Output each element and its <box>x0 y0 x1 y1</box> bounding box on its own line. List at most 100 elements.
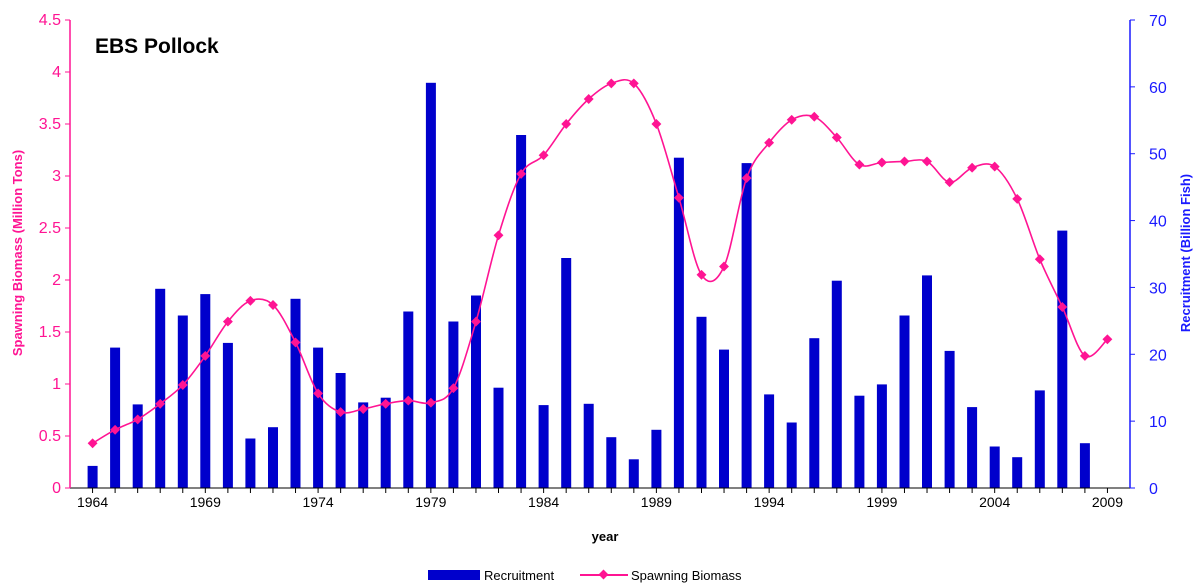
left-tick-label: 2.5 <box>39 220 61 237</box>
legend-recruitment-label: Recruitment <box>484 568 554 583</box>
x-tick-label: 1979 <box>415 494 446 510</box>
recruitment-bar <box>448 321 459 488</box>
axes <box>65 19 1135 493</box>
x-tick-label: 1974 <box>303 494 334 510</box>
spawning-biomass-point <box>335 407 346 418</box>
recruitment-bar <box>989 446 1000 488</box>
spawning-biomass-point <box>809 111 820 122</box>
recruitment-bar <box>876 384 887 488</box>
recruitment-bar <box>245 438 256 488</box>
recruitment-bar <box>786 422 797 488</box>
recruitment-bar <box>155 288 166 488</box>
recruitment-bar <box>200 294 211 488</box>
legend-spawning-biomass-label: Spawning Biomass <box>631 568 742 583</box>
x-tick-label: 2004 <box>979 494 1010 510</box>
x-tick-label: 1999 <box>866 494 897 510</box>
recruitment-bar <box>313 347 324 488</box>
x-tick-label: 2009 <box>1092 494 1123 510</box>
spawning-biomass-point <box>516 168 527 179</box>
spawning-biomass-point <box>719 261 729 272</box>
recruitment-bar <box>673 157 684 488</box>
recruitment-bar <box>87 465 98 488</box>
recruitment-bar <box>222 342 233 488</box>
recruitment-bar <box>493 387 504 488</box>
recruitment-bar <box>561 258 572 488</box>
tick-labels: 1964 1969 1974 1979 1984 1989 1994 1999 2004 2009… <box>39 12 1167 510</box>
x-tick-label: 1994 <box>754 494 785 510</box>
spawning-biomass-point <box>132 414 143 425</box>
x-tick-label: 1964 <box>77 494 108 510</box>
spawning-biomass-point <box>403 395 414 406</box>
spawning-biomass-point <box>989 161 1000 172</box>
spawning-biomass-point <box>651 119 662 129</box>
right-tick-label: 30 <box>1149 280 1167 297</box>
left-tick-label: 0 <box>52 480 61 497</box>
spawning-biomass-point <box>268 300 278 310</box>
right-tick-label: 40 <box>1149 214 1167 231</box>
left-axis-title: Spawning Biomass (Million Tons) <box>10 150 25 356</box>
spawning-biomass-point <box>673 192 684 203</box>
spawning-biomass-line <box>87 78 1113 449</box>
right-tick-label: 0 <box>1149 481 1158 498</box>
left-tick-label: 2 <box>52 272 61 289</box>
chart-title: EBS Pollock <box>95 35 219 58</box>
recruitment-bar <box>177 315 188 488</box>
recruitment-bar <box>335 373 346 488</box>
recruitment-bar <box>1079 443 1090 488</box>
spawning-biomass-point <box>448 383 459 394</box>
right-tick-label: 70 <box>1149 13 1167 30</box>
recruitment-bar <box>628 459 639 488</box>
spawning-biomass-point <box>358 404 369 414</box>
spawning-biomass-point <box>876 157 887 168</box>
recruitment-bar <box>380 397 391 488</box>
spawning-biomass-point <box>155 398 166 409</box>
recruitment-bar <box>268 427 278 488</box>
spawning-biomass-point <box>1057 302 1068 312</box>
recruitment-bar <box>1012 457 1023 488</box>
recruitment-bar <box>944 350 955 488</box>
recruitment-bar <box>719 349 729 488</box>
left-tick-label: 1 <box>52 376 61 393</box>
spawning-biomass-point <box>696 269 707 280</box>
spawning-biomass-point <box>831 132 842 143</box>
spawning-biomass-point <box>606 78 617 89</box>
left-tick-label: 0.5 <box>39 428 61 445</box>
spawning-biomass-point <box>313 388 324 399</box>
left-tick-label: 3.5 <box>39 116 61 133</box>
x-tick-label: 1984 <box>528 494 559 510</box>
spawning-biomass-point <box>290 337 301 348</box>
x-tick-label: 1989 <box>641 494 672 510</box>
legend: Recruitment Spawning Biomass <box>428 568 742 583</box>
spawning-biomass-point <box>177 380 188 390</box>
recruitment-bar <box>110 347 121 488</box>
spawning-biomass-point <box>1079 350 1090 361</box>
spawning-biomass-path <box>92 78 1108 444</box>
spawning-biomass-point <box>425 397 436 408</box>
recruitment-bar <box>899 315 910 488</box>
recruitment-bar <box>606 437 617 488</box>
recruitment-bar <box>290 298 301 488</box>
recruitment-bar <box>967 407 978 488</box>
recruitment-bar <box>471 295 481 488</box>
right-tick-label: 20 <box>1149 347 1167 364</box>
legend-recruitment-swatch <box>428 570 480 580</box>
left-tick-label: 3 <box>52 168 61 185</box>
right-tick-label: 50 <box>1149 147 1167 164</box>
right-tick-label: 60 <box>1149 80 1167 97</box>
left-tick-label: 1.5 <box>39 324 61 341</box>
spawning-biomass-point <box>899 156 910 167</box>
recruitment-bar <box>1034 390 1045 488</box>
right-axis-title: Recruitment (Billion Fish) <box>1178 174 1193 332</box>
recruitment-bar <box>132 404 143 488</box>
spawning-biomass-point <box>1034 254 1045 265</box>
spawning-biomass-point <box>222 316 233 327</box>
spawning-biomass-point <box>922 156 932 167</box>
spawning-biomass-point <box>967 162 978 173</box>
spawning-biomass-point <box>380 398 391 409</box>
right-tick-label: 10 <box>1149 414 1167 431</box>
recruitment-bar <box>651 429 662 488</box>
recruitment-bar <box>854 395 865 488</box>
spawning-biomass-point <box>561 119 572 129</box>
